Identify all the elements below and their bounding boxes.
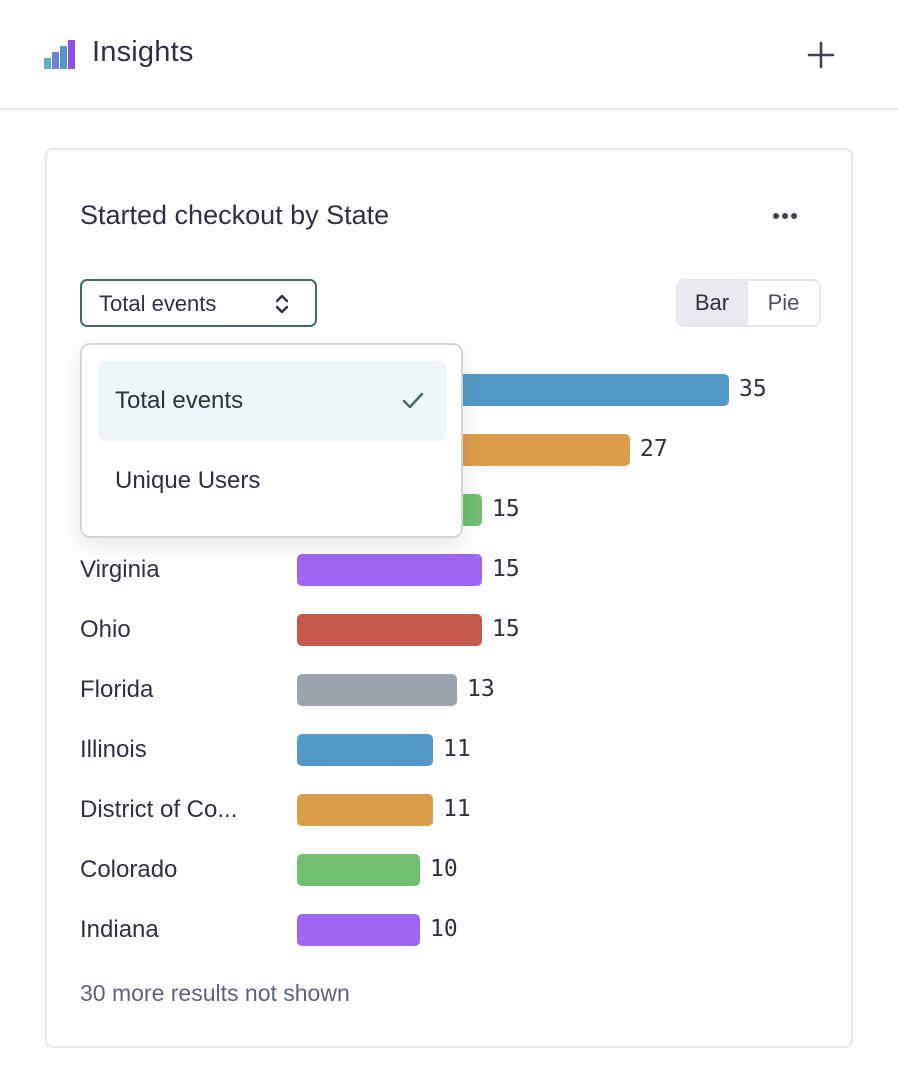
metric-select[interactable]: Total events xyxy=(80,279,317,327)
toggle-pie[interactable]: Pie xyxy=(767,290,800,315)
bar-row: Florida 13 xyxy=(80,672,820,708)
bar-value: 10 xyxy=(430,916,458,942)
bar-fill xyxy=(297,914,420,946)
chart-type-toggle: Bar Pie xyxy=(676,279,821,327)
card-title: Started checkout by State xyxy=(80,200,390,230)
bar-fill xyxy=(297,734,433,766)
bar-value: 35 xyxy=(739,376,767,402)
dropdown-option-total-events[interactable]: Total events xyxy=(98,361,447,441)
bar-value: 15 xyxy=(492,556,520,582)
bar-row: Illinois 11 xyxy=(80,732,820,768)
dropdown-option-unique-users[interactable]: Unique Users xyxy=(98,441,447,521)
bar-fill xyxy=(297,674,457,706)
metric-select-value: Total events xyxy=(99,291,217,316)
bar-row: District of Co... 11 xyxy=(80,792,820,828)
chevron-up-down-icon xyxy=(275,294,289,314)
check-icon xyxy=(402,392,424,409)
insight-card: Started checkout by State Total events B… xyxy=(45,148,853,1048)
plus-icon[interactable] xyxy=(804,38,838,72)
bar-row-label: Florida xyxy=(80,676,154,703)
bar-row: Colorado 10 xyxy=(80,852,820,888)
bar-fill xyxy=(297,554,482,586)
bar-value: 15 xyxy=(492,616,520,642)
bar-row-label: Virginia xyxy=(80,556,160,583)
bar-chart-logo-icon xyxy=(44,40,75,69)
bar-value: 13 xyxy=(467,676,495,702)
bar-fill xyxy=(297,854,420,886)
toggle-bar[interactable]: Bar xyxy=(678,281,748,325)
app-title: Insights xyxy=(92,36,194,68)
dropdown-option-label: Unique Users xyxy=(115,467,261,494)
bar-value: 15 xyxy=(492,496,520,522)
more-results-note: 30 more results not shown xyxy=(80,980,350,1006)
bar-row-label: District of Co... xyxy=(80,796,238,823)
bar-fill xyxy=(297,614,482,646)
metric-dropdown-menu: Total events Unique Users xyxy=(80,343,463,538)
app-header: Insights xyxy=(0,0,898,110)
bar-row: Ohio 15 xyxy=(80,612,820,648)
bar-value: 11 xyxy=(443,736,471,762)
bar-row-label: Indiana xyxy=(80,916,159,943)
bar-value: 11 xyxy=(443,796,471,822)
bar-fill xyxy=(297,794,433,826)
bar-value: 27 xyxy=(640,436,668,462)
bar-value: 10 xyxy=(430,856,458,882)
bar-row-label: Illinois xyxy=(80,736,147,763)
bar-row: Virginia 15 xyxy=(80,552,820,588)
bar-row-label: Colorado xyxy=(80,856,178,883)
more-horizontal-icon[interactable] xyxy=(769,206,809,226)
bar-row: Indiana 10 xyxy=(80,912,820,948)
dropdown-option-label: Total events xyxy=(115,387,244,414)
bar-row-label: Ohio xyxy=(80,616,131,643)
